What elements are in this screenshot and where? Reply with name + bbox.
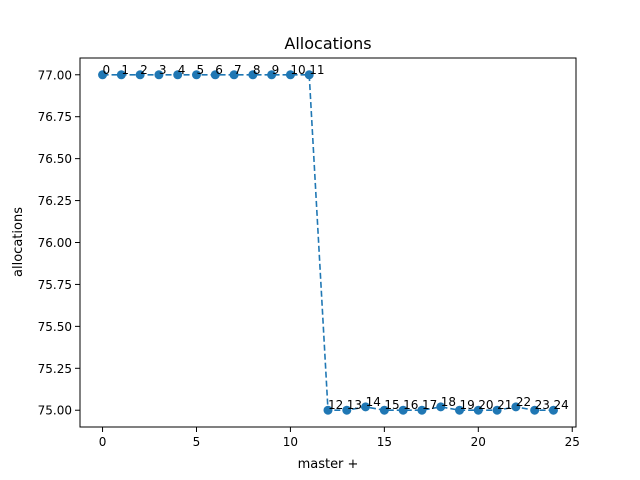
data-point [379,405,389,415]
data-point-label: 3 [159,63,167,77]
data-point-label: 7 [234,63,242,77]
data-point [173,70,183,80]
data-point-label: 10 [290,63,305,77]
data-point [135,70,145,80]
x-tick-label: 0 [99,435,107,449]
plot-area [80,58,576,427]
data-point [548,405,558,415]
data-point [492,405,502,415]
data-point-label: 19 [460,398,475,412]
x-tick-label: 20 [471,435,486,449]
x-axis-label: master + [298,457,359,472]
y-axis-label: allocations [11,207,26,277]
y-tick-label: 75.00 [38,404,72,418]
data-point-label: 15 [384,398,399,412]
data-point-label: 2 [140,63,148,77]
data-point [304,70,314,80]
data-point [436,402,446,412]
series-marks [98,70,558,415]
x-axis: 0 5 10 15 20 25 [99,427,580,449]
data-point-label: 14 [366,395,381,409]
data-point [511,402,521,412]
axes-frame [79,57,577,428]
data-point-label: 21 [497,398,512,412]
data-point-label: 4 [178,63,186,77]
y-tick-label: 75.75 [38,278,72,292]
data-point [530,405,540,415]
data-point [473,405,483,415]
y-tick-label: 76.00 [38,236,72,250]
data-point [455,405,465,415]
data-point [323,405,333,415]
data-point [229,70,239,80]
y-tick-label: 76.75 [38,110,72,124]
data-point-label: 20 [478,398,493,412]
y-tick-label: 77.00 [38,68,72,82]
x-tick-label: 10 [283,435,298,449]
data-point-label: 13 [347,398,362,412]
x-tick-label: 15 [377,435,392,449]
data-point [285,70,295,80]
data-point [191,70,201,80]
data-point-label: 16 [403,398,418,412]
data-point [210,70,220,80]
data-point-label: 1 [121,63,129,77]
data-point-label: 8 [253,63,261,77]
data-point-label: 9 [272,63,280,77]
data-point [116,70,126,80]
data-point [417,405,427,415]
data-point [361,402,371,412]
data-point [248,70,258,80]
data-point-label: 18 [441,395,456,409]
data-point [98,70,108,80]
data-point-label: 0 [103,63,111,77]
data-point-label: 11 [309,63,324,77]
chart-title: Allocations [284,34,371,53]
data-point-label: 23 [535,398,550,412]
data-point-label: 22 [516,395,531,409]
data-point [342,405,352,415]
y-tick-label: 76.25 [38,194,72,208]
data-point-label: 5 [196,63,204,77]
y-tick-label: 76.50 [38,152,72,166]
x-tick-label: 5 [193,435,201,449]
data-point-label: 17 [422,398,437,412]
data-point [398,405,408,415]
x-tick-label: 25 [565,435,580,449]
data-point [154,70,164,80]
data-point [267,70,277,80]
data-point-label: 24 [553,398,568,412]
y-tick-label: 75.25 [38,362,72,376]
data-point-label: 6 [215,63,223,77]
y-tick-label: 75.50 [38,320,72,334]
y-axis: 75.00 75.25 75.50 75.75 76.00 76.25 76.50 76.75… [38,68,80,418]
data-point-label: 12 [328,398,343,412]
